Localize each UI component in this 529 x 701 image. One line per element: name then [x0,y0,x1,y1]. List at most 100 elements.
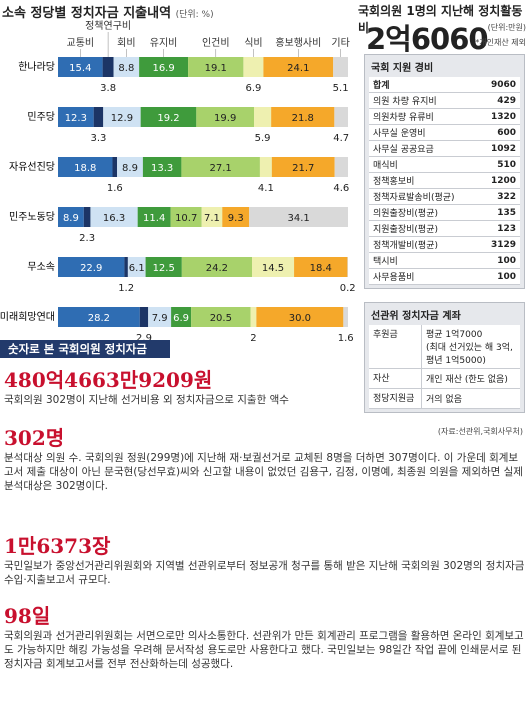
account-label: 정당지원금 [369,388,422,409]
value-label: 8.8 [118,63,134,74]
account-title: 선관위 정치자금 계좌 [371,311,461,322]
bar-segment [271,157,335,177]
value-label: 7.1 [204,213,220,224]
bar-segment [170,207,202,227]
bar-segment [222,207,250,227]
support-value: 429 [479,92,520,109]
support-row: 정책홍보비 1200 [369,172,520,189]
support-value: 135 [479,204,520,221]
bar-segment [196,107,255,127]
fact-figure: 98일 [4,604,51,628]
value-label: 22.9 [80,263,102,274]
bar-segment [294,257,348,277]
bar-segment [263,57,334,77]
bar-segment [83,207,91,227]
account-value: 평균 1억7000 (최대 선거있는 해 3억, 평년 1억5000) [421,325,520,369]
activity-title: 국회의원 1명의 지난해 정치활동비 [358,4,523,35]
bar-segment [148,307,172,327]
account-row: 후원금 평균 1억7000 (최대 선거있는 해 3억, 평년 1억5000) [369,325,520,369]
chart-unit: (단위: %) [175,10,214,20]
bar-segment [58,307,140,327]
support-row: 사무실 운영비 600 [369,124,520,141]
bar-segment [140,107,197,127]
value-label: 4.1 [258,183,274,194]
value-label: 11.4 [143,213,165,224]
value-label: 2 [250,333,256,344]
support-row: 의원차량 유류비 1320 [369,108,520,125]
value-label: 19.2 [157,113,179,124]
value-label: 4.7 [333,133,349,144]
support-table: 합계 9060 의원 차량 유지비 429 의원차량 유류비 1320 사무실 운영비 600… [369,77,520,285]
value-label: 7.9 [152,313,168,324]
value-label: 24.2 [206,263,228,274]
bar-segment [347,257,348,277]
value-label: 28.2 [88,313,110,324]
support-value: 100 [479,268,520,285]
support-row: 사무실 공공요금 1092 [369,140,520,157]
support-value: 3129 [479,236,520,253]
account-row: 자산 개인 재산 (한도 없음) [369,368,520,389]
value-label: 9.3 [228,213,244,224]
value-label: 13.3 [151,163,173,174]
bar-segment [58,257,125,277]
chart: 한나라당 교통비 15.4 정책연구비 3.8 회비 8.8 유지비 16.9 인건비 19.1 식비… [0,20,356,344]
account-row: 정당지원금 거의 없음 [369,388,520,409]
bar-segment [113,57,140,77]
support-row: 합계 9060 [369,77,520,93]
value-label: 6.9 [173,313,189,324]
value-label: 18.4 [310,263,332,274]
support-label: 사무실 공공요금 [369,140,480,157]
bar-segment [90,207,138,227]
bar-segment [271,107,335,127]
activity-unit: (단위:만원) [487,23,526,32]
account-line: 개인 재산 (한도 없음) [426,375,508,385]
support-value: 1092 [479,140,520,157]
support-label: 택시비 [369,252,480,269]
bar-segment [254,107,272,127]
support-label: 의원출장비(평균) [369,204,480,221]
support-label: 합계 [369,77,480,93]
bar-segment [58,107,94,127]
value-label: 20.5 [210,313,232,324]
bar-segment [252,257,295,277]
fact: 98일 국회의원과 선거관리위원회는 서면으로만 의사소통한다. 선관위가 만든 … [4,600,526,671]
bar-segment [334,157,348,177]
value-label: 12.3 [65,113,87,124]
fact: 302명 분석대상 의원 수. 국회의원 정원(299명)에 지난해 재·보궐선거… [4,422,526,493]
account-line: 평년 1억5000) [426,356,486,366]
support-label: 정책자료발송비(평균) [369,188,480,205]
support-value: 9060 [479,77,520,93]
facts-title: 숫자로 본 국회의원 정치자금 [0,340,170,358]
value-label: 19.9 [214,113,236,124]
category-label: 무소속 [27,261,55,273]
account-value: 거의 없음 [421,388,520,409]
account-label: 후원금 [369,325,422,369]
support-label: 정책개발비(평균) [369,236,480,253]
value-label: 0.2 [340,283,356,294]
account-table: 후원금 평균 1억7000 (최대 선거있는 해 3억, 평년 1억5000) 자산 개인… [369,325,520,409]
legend-label: 식비 [244,37,262,49]
value-label: 1.2 [118,283,134,294]
bar-segment [102,57,114,77]
legend-label: 인건비 [202,37,230,49]
account-line: 거의 없음 [426,395,462,405]
bar-segment [333,57,348,77]
bar-segment [188,57,244,77]
value-label: 3.8 [100,83,116,94]
fact-text: 국회의원 302명이 지난해 선거비용 외 정치자금으로 지출한 액수 [4,394,289,406]
legend-label: 정책연구비 [85,20,131,32]
support-value: 123 [479,220,520,237]
value-label: 21.8 [292,113,314,124]
fact: 1만6373장 국민일보가 중앙선거관리위원회와 지역별 선관위로부터 정보공개 … [4,530,526,587]
bar-segment [334,107,348,127]
legend-label: 교통비 [67,37,95,49]
value-label: 2.9 [136,333,152,344]
value-label: 2.3 [79,233,95,244]
value-label: 6.1 [129,263,145,274]
value-label: 12.9 [111,113,133,124]
value-label: 14.5 [262,263,284,274]
support-label: 사무실 운영비 [369,124,480,141]
value-label: 19.1 [205,63,227,74]
value-label: 8.9 [63,213,79,224]
